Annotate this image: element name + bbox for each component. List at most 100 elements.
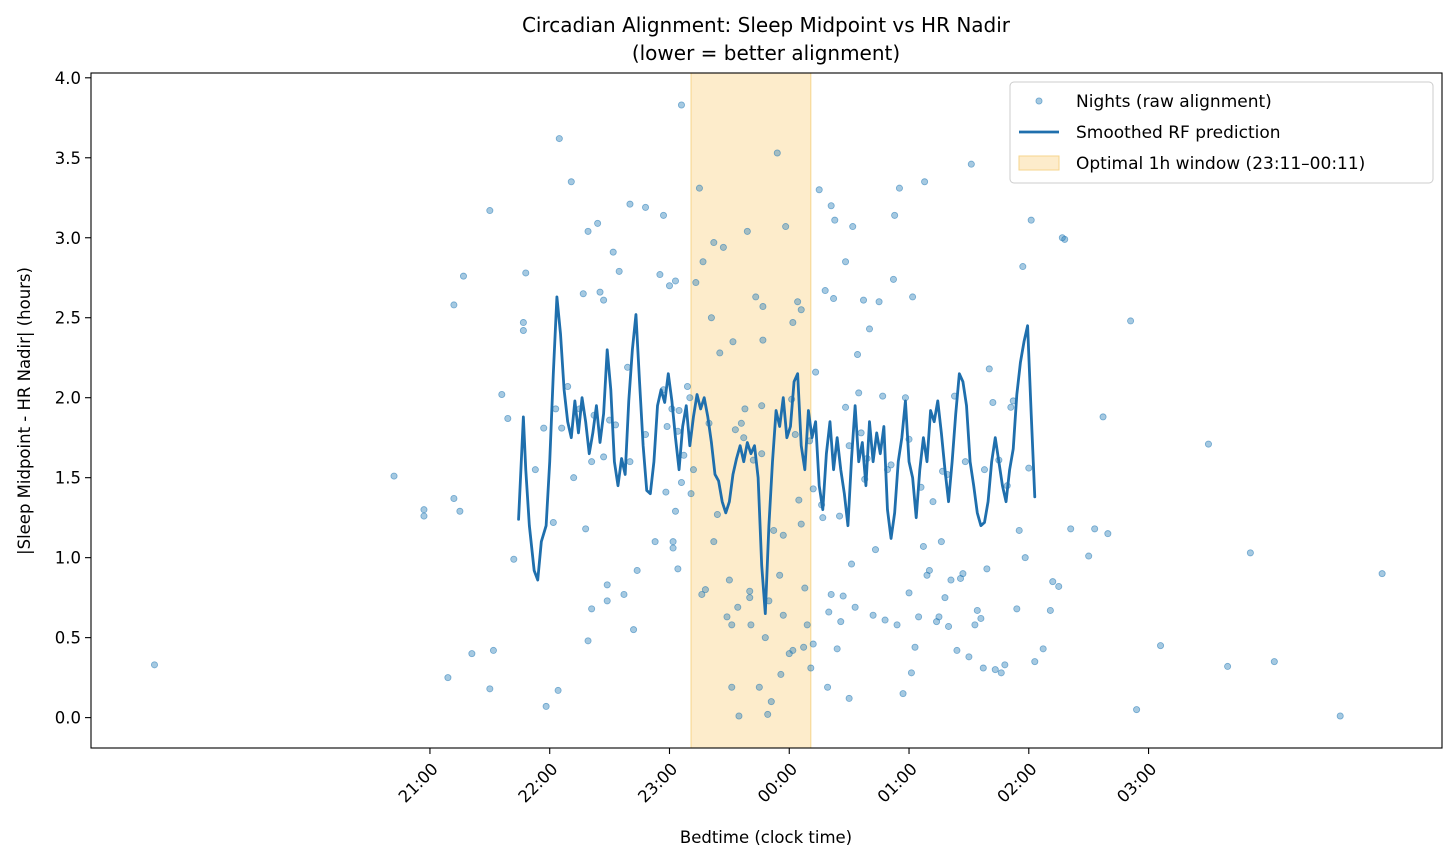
scatter-point-151 — [836, 512, 844, 520]
scatter-point-39 — [596, 288, 604, 296]
scatter-point-62 — [665, 282, 673, 290]
scatter-point-126 — [789, 646, 797, 654]
scatter-point-68 — [674, 565, 682, 573]
scatter-point-129 — [795, 496, 803, 504]
scatter-point-147 — [827, 590, 835, 598]
scatter-point-128 — [794, 298, 802, 306]
y-tick-label-5: 2.5 — [55, 309, 81, 328]
scatter-point-65 — [669, 538, 677, 546]
scatter-point-134 — [803, 621, 811, 629]
scatter-point-158 — [848, 560, 856, 568]
scatter-point-115 — [767, 698, 775, 706]
scatter-point-245 — [1224, 662, 1232, 670]
scatter-point-38 — [594, 219, 602, 227]
scatter-point-3 — [420, 512, 428, 520]
scatter-point-121 — [779, 531, 787, 539]
scatter-point-131 — [797, 306, 805, 314]
scatter-point-11 — [486, 207, 494, 215]
scatter-point-213 — [983, 565, 991, 573]
scatter-point-24 — [554, 686, 562, 694]
smoothed-line-layer — [517, 295, 1037, 616]
scatter-point-98 — [737, 419, 745, 427]
scatter-point-81 — [699, 258, 707, 266]
scatter-point-161 — [854, 351, 862, 359]
scatter-point-145 — [825, 608, 833, 616]
scatter-point-143 — [821, 287, 829, 295]
scatter-point-155 — [842, 403, 850, 411]
scatter-point-209 — [973, 606, 981, 614]
scatter-point-139 — [812, 368, 820, 376]
scatter-point-223 — [1013, 605, 1021, 613]
scatter-point-86 — [710, 538, 718, 546]
scatter-point-97 — [735, 712, 743, 720]
scatter-point-195 — [937, 538, 945, 546]
scatter-point-233 — [1055, 582, 1063, 590]
scatter-point-43 — [603, 597, 611, 605]
scatter-point-85 — [710, 239, 718, 247]
y-tick-label-0: 0.0 — [55, 709, 81, 728]
scatter-point-117 — [773, 149, 781, 157]
scatter-point-12 — [489, 646, 497, 654]
scatter-point-185 — [911, 643, 919, 651]
scatter-point-171 — [879, 392, 887, 400]
scatter-point-113 — [764, 710, 772, 718]
scatter-point-57 — [656, 271, 664, 279]
scatter-point-21 — [542, 702, 550, 710]
y-tick-label-6: 3.0 — [55, 229, 81, 248]
scatter-point-17 — [519, 327, 527, 335]
scatter-point-210 — [977, 614, 985, 622]
x-tick-label-0: 21:00 — [395, 759, 442, 806]
scatter-point-216 — [991, 666, 999, 674]
scatter-point-82 — [701, 586, 709, 594]
scatter-point-226 — [1021, 554, 1029, 562]
scatter-point-215 — [989, 398, 997, 406]
scatter-point-150 — [833, 645, 841, 653]
scatter-point-26 — [558, 424, 566, 432]
x-tick-label-4: 01:00 — [874, 759, 921, 806]
scatter-point-45 — [609, 248, 617, 256]
scatter-point-194 — [935, 613, 943, 621]
scatter-point-22 — [549, 518, 557, 526]
scatter-point-207 — [967, 160, 975, 168]
scatter-point-70 — [675, 406, 683, 414]
scatter-point-162 — [855, 389, 863, 397]
scatter-point-197 — [941, 594, 949, 602]
x-tick-label-2: 23:00 — [634, 759, 681, 806]
scatter-point-188 — [919, 542, 927, 550]
scatter-point-229 — [1031, 658, 1039, 666]
scatter-point-76 — [687, 490, 695, 498]
scatter-point-148 — [830, 295, 838, 303]
scatter-point-33 — [584, 637, 592, 645]
y-tick-label-2: 1.0 — [55, 549, 81, 568]
scatter-point-102 — [746, 594, 754, 602]
scatter-point-47 — [615, 267, 623, 275]
scatter-point-110 — [759, 303, 767, 311]
scatter-point-93 — [728, 683, 736, 691]
scatter-point-179 — [899, 690, 907, 698]
scatter-point-55 — [642, 203, 650, 211]
y-tick-label-7: 3.5 — [55, 149, 81, 168]
scatter-point-236 — [1067, 525, 1075, 533]
legend-box — [1009, 81, 1434, 184]
scatter-point-77 — [689, 466, 697, 474]
scatter-point-211 — [979, 664, 987, 672]
scatter-point-146 — [827, 202, 835, 210]
scatter-point-243 — [1157, 642, 1165, 650]
scatter-point-176 — [891, 211, 899, 219]
legend: Nights (raw alignment) Smoothed RF predic… — [1009, 81, 1434, 184]
scatter-point-56 — [651, 538, 659, 546]
scatter-point-167 — [866, 325, 874, 333]
scatter-point-164 — [860, 296, 868, 304]
scatter-point-60 — [662, 488, 670, 496]
scatter-point-87 — [713, 510, 721, 518]
scatter-point-246 — [1246, 549, 1254, 557]
scatter-point-41 — [600, 453, 608, 461]
scatter-point-15 — [510, 555, 518, 563]
scatter-point-58 — [660, 211, 668, 219]
scatter-point-78 — [692, 279, 700, 287]
scatter-point-122 — [782, 223, 790, 231]
scatter-point-40 — [600, 296, 608, 304]
scatter-point-205 — [961, 458, 969, 466]
scatter-point-159 — [849, 223, 857, 231]
scatter-point-108 — [758, 402, 766, 410]
